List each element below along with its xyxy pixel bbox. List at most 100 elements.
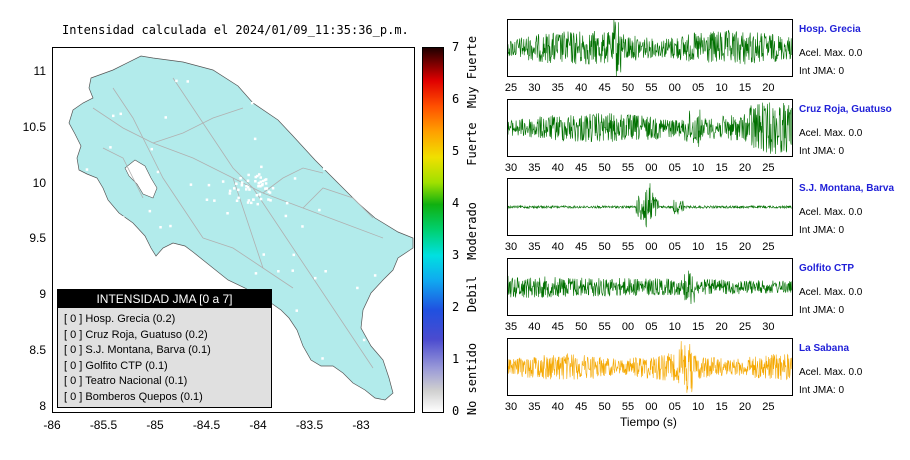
colorbar-tick: 3 [452,248,460,262]
time-tick: 30 [762,321,775,333]
waveform-trace [508,341,792,393]
time-tick: 20 [762,82,775,94]
city-point [148,209,152,213]
road-7 [202,237,294,289]
waveform-panel[interactable] [507,178,793,236]
road-network [92,77,384,369]
time-tick: 40 [528,321,541,333]
colorbar-label: Fuerte [465,122,479,166]
map-title: Intensidad calculada el 2024/01/09_11:35… [62,23,409,37]
intensity-colorbar [422,47,444,413]
time-tick: 55 [621,401,635,413]
city-point [213,199,216,202]
city-point [246,201,250,204]
waveform-panel[interactable] [507,19,793,77]
time-tick: 05 [668,162,681,174]
time-tick: 30 [504,401,518,413]
time-tick: 45 [575,162,588,174]
city-point [258,173,261,176]
city-point [264,187,267,190]
time-tick: 30 [504,162,518,174]
waveform-panel[interactable] [507,258,793,316]
time-tick: 35 [504,321,518,333]
station-intensity: Int JMA: 0 [799,225,845,236]
time-tick: 40 [551,241,564,253]
city-point [373,274,377,277]
time-tick: 05 [645,321,658,333]
city-point [248,188,251,191]
time-tick: 45 [575,241,588,253]
city-point [292,253,295,257]
city-point [262,253,265,256]
time-tick: 55 [645,82,658,94]
city-point [235,199,239,202]
city-point [264,182,268,185]
colorbar-tick: 2 [452,300,460,314]
waveform-line [508,341,792,393]
city-point [258,193,262,196]
city-point [314,276,317,280]
city-point [169,224,172,228]
city-point [112,114,115,118]
city-point [119,112,122,116]
city-point [257,185,260,188]
city-point [375,87,379,90]
city-point [356,286,359,290]
city-point [247,199,251,202]
time-tick: 15 [715,162,728,174]
city-point [291,269,294,272]
time-tick: 40 [551,401,564,413]
city-point [237,188,240,192]
time-tick: 55 [598,321,611,333]
city-point [261,179,265,183]
legend-item: [ 0 ] Teatro Nacional (0.1) [64,375,188,387]
city-point [348,153,352,157]
station-intensity: Int JMA: 0 [799,385,845,396]
y-tick-label: 8.5 [29,343,46,357]
colorbar-label: Debil [465,275,479,313]
station-name: S.J. Montana, Barva [799,183,895,194]
time-tick: 25 [762,162,775,174]
city-point [279,335,283,338]
city-point [284,319,288,322]
nicoya-gulf [124,159,158,199]
y-tick-label: 10.5 [22,119,46,134]
city-point [109,146,112,149]
city-point [240,184,244,187]
legend-item: [ 0 ] Bomberos Quepos (0.1) [64,390,203,403]
waveform-panel[interactable] [507,99,793,157]
y-tick-label: 11 [33,64,46,78]
station-intensity: Int JMA: 0 [799,66,845,77]
city-point [179,269,182,273]
city-point [156,170,160,174]
city-point [235,182,238,185]
time-tick: 20 [738,241,752,253]
city-point [324,270,327,273]
time-tick: 55 [621,241,635,253]
city-point [239,177,242,180]
waveform-trace [508,183,792,228]
time-tick: 45 [598,82,611,94]
waveform-trace [508,102,792,155]
city-point [259,180,262,184]
city-point [118,230,122,233]
city-point [189,183,193,186]
time-tick: 50 [598,162,611,174]
road-2 [172,77,254,189]
road-5 [302,187,374,219]
time-tick: 10 [692,241,705,253]
waveform-panel[interactable] [507,338,793,396]
city-point [150,147,153,151]
city-point [254,180,257,183]
time-tick: 40 [551,162,564,174]
city-point [321,357,324,360]
waveform-line [508,20,792,76]
time-tick: 10 [668,321,681,333]
city-point [140,237,143,240]
city-point [284,214,288,218]
legend-item: [ 0 ] Cruz Roja, Guatuso (0.2) [64,328,208,341]
city-point [323,167,326,171]
city-point [226,212,229,215]
time-tick: 35 [551,82,564,94]
map-canvas [68,55,414,401]
